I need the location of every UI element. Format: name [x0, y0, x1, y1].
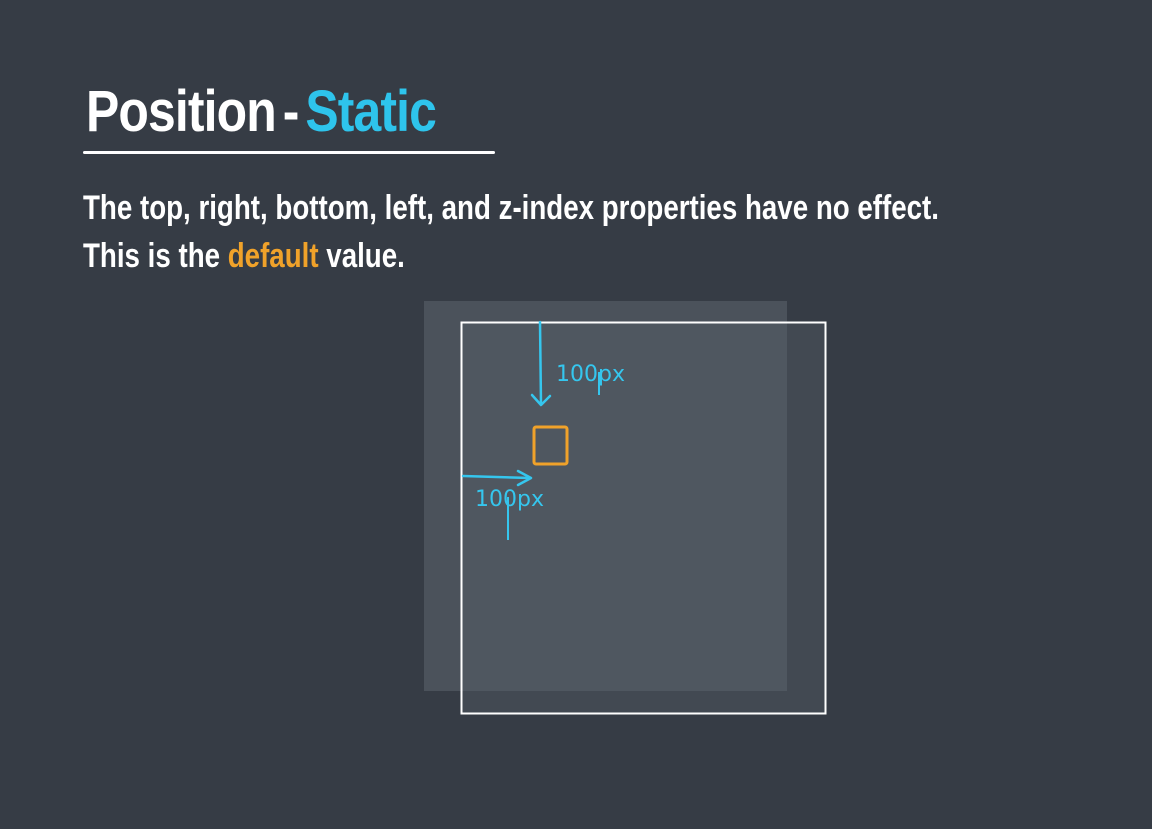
top-offset-label: 100px — [556, 362, 625, 387]
title-dash: - — [282, 79, 300, 144]
default-keyword: default — [227, 237, 319, 275]
top-offset-arrow — [530, 320, 552, 407]
description: The top, right, bottom, left, and z-inde… — [83, 184, 939, 280]
slide-title: Position - Static — [86, 78, 437, 145]
container-outline — [460, 321, 827, 715]
positioned-element — [532, 425, 569, 466]
left-offset-arrow — [461, 469, 533, 487]
static-position-box — [424, 301, 787, 691]
description-line-2-before: This is the — [83, 237, 221, 275]
description-line-2-after: value. — [326, 237, 405, 275]
title-accent: Static — [305, 79, 437, 144]
title-underline — [83, 151, 495, 154]
title-main: Position — [86, 79, 277, 144]
description-line-1: The top, right, bottom, left, and z-inde… — [83, 189, 939, 227]
left-offset-label: 100px — [475, 487, 544, 512]
